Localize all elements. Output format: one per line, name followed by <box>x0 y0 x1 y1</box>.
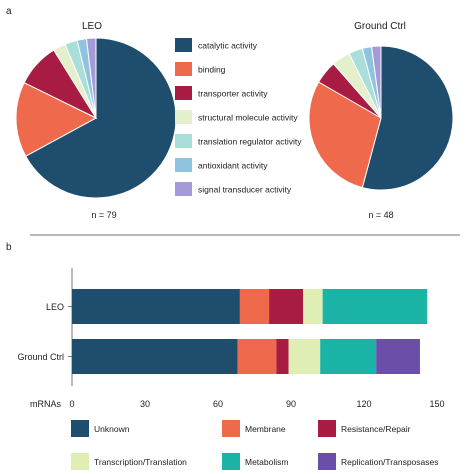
bar-legend-swatch-membrane <box>222 420 240 437</box>
bar-segment-leo-unknown <box>72 289 240 324</box>
bar-segment-ground-ctrl-metabolism <box>320 339 377 374</box>
bar-legend-label-metabolism: Metabolism <box>245 457 288 467</box>
leo-pie <box>15 37 177 199</box>
bar-segment-ground-ctrl-replication-transposases <box>376 339 420 374</box>
leo-pie-title: LEO <box>82 21 102 32</box>
y-tick-label-leo: LEO <box>46 302 64 312</box>
pie-legend-swatch-translation-regulator-activity <box>175 134 192 148</box>
pie-legend-swatch-antioxidant-activity <box>175 158 192 172</box>
ground-ctrl-slice-signal-transducer-activity <box>371 45 382 119</box>
bar-legend-swatch-replication-transposases <box>318 453 336 470</box>
pie-legend-label-binding: binding <box>198 65 226 75</box>
bar-legend-swatch-resistance-repair <box>318 420 336 437</box>
ground-ctrl-slice-binding <box>308 81 382 189</box>
ground-sample-size: n = 48 <box>368 210 393 220</box>
pie-legend-swatch-signal-transducer-activity <box>175 182 192 196</box>
leo-slice-signal-transducer-activity <box>85 37 97 119</box>
pie-legend-swatch-catalytic-activity <box>175 38 192 52</box>
pie-legend-label-catalytic-activity: catalytic activity <box>198 41 258 51</box>
bar-segment-leo-resistance-repair <box>269 289 304 324</box>
bar-segment-ground-ctrl-membrane <box>237 339 277 374</box>
bar-legend-label-replication-transposases: Replication/Transposases <box>341 457 438 467</box>
bar-legend-label-transcription-translation: Transcription/Translation <box>94 457 187 467</box>
x-tick-label-0: 0 <box>69 399 74 409</box>
stacked-bar-chart: LEO Ground Ctrl mRNAs 0 30 60 90 120 150 <box>17 268 445 409</box>
pie-legend-label-structural-molecule-activity: structural molecule activity <box>198 113 298 123</box>
pie-legend-label-transporter-activity: transporter activity <box>198 89 268 99</box>
bar-segment-leo-metabolism <box>322 289 428 324</box>
pie-legend-swatch-structural-molecule-activity <box>175 110 192 124</box>
bar-segment-ground-ctrl-resistance-repair <box>276 339 289 374</box>
bar-legend-swatch-unknown <box>71 420 89 437</box>
panel-b-label: b <box>6 242 12 253</box>
pie-legend-label-antioxidant-activity: antioxidant activity <box>198 161 268 171</box>
pie-legend-label-signal-transducer-activity: signal transducer activity <box>198 185 292 195</box>
y-tick-label-ground-ctrl: Ground Ctrl <box>17 352 64 362</box>
bar-legend-label-membrane: Membrane <box>245 424 286 434</box>
pie-legend: catalytic activity binding transporter act… <box>175 38 302 196</box>
pie-legend-swatch-transporter-activity <box>175 86 192 100</box>
ground-ctrl-slice-catalytic-activity <box>361 45 454 191</box>
leo-slice-binding <box>15 82 98 157</box>
bar-legend-label-resistance-repair: Resistance/Repair <box>341 424 411 434</box>
x-tick-label-60: 60 <box>213 399 223 409</box>
leo-sample-size: n = 79 <box>91 210 116 220</box>
leo-slice-catalytic-activity <box>25 37 177 199</box>
panel-a-label: a <box>6 6 12 17</box>
x-axis-label: mRNAs <box>30 399 61 409</box>
bar-legend-label-unknown: Unknown <box>94 424 130 434</box>
x-tick-label-30: 30 <box>140 399 150 409</box>
bar-segment-leo-transcription-translation <box>303 289 323 324</box>
bar-legend-swatch-transcription-translation <box>71 453 89 470</box>
bar-legend: Unknown Membrane Resistance/Repair Transcri… <box>71 420 438 470</box>
bar-segment-leo-membrane <box>239 289 270 324</box>
x-tick-label-120: 120 <box>356 399 371 409</box>
x-tick-label-90: 90 <box>286 399 296 409</box>
bar-legend-swatch-metabolism <box>222 453 240 470</box>
pie-legend-swatch-binding <box>175 62 192 76</box>
ground-pie-title: Ground Ctrl <box>354 21 406 32</box>
x-tick-label-150: 150 <box>429 399 444 409</box>
pie-legend-label-translation-regulator-activity: translation regulator activity <box>198 137 302 147</box>
bar-segment-ground-ctrl-transcription-translation <box>288 339 321 374</box>
bar-segment-ground-ctrl-unknown <box>72 339 238 374</box>
ground-ctrl-pie <box>308 45 454 191</box>
